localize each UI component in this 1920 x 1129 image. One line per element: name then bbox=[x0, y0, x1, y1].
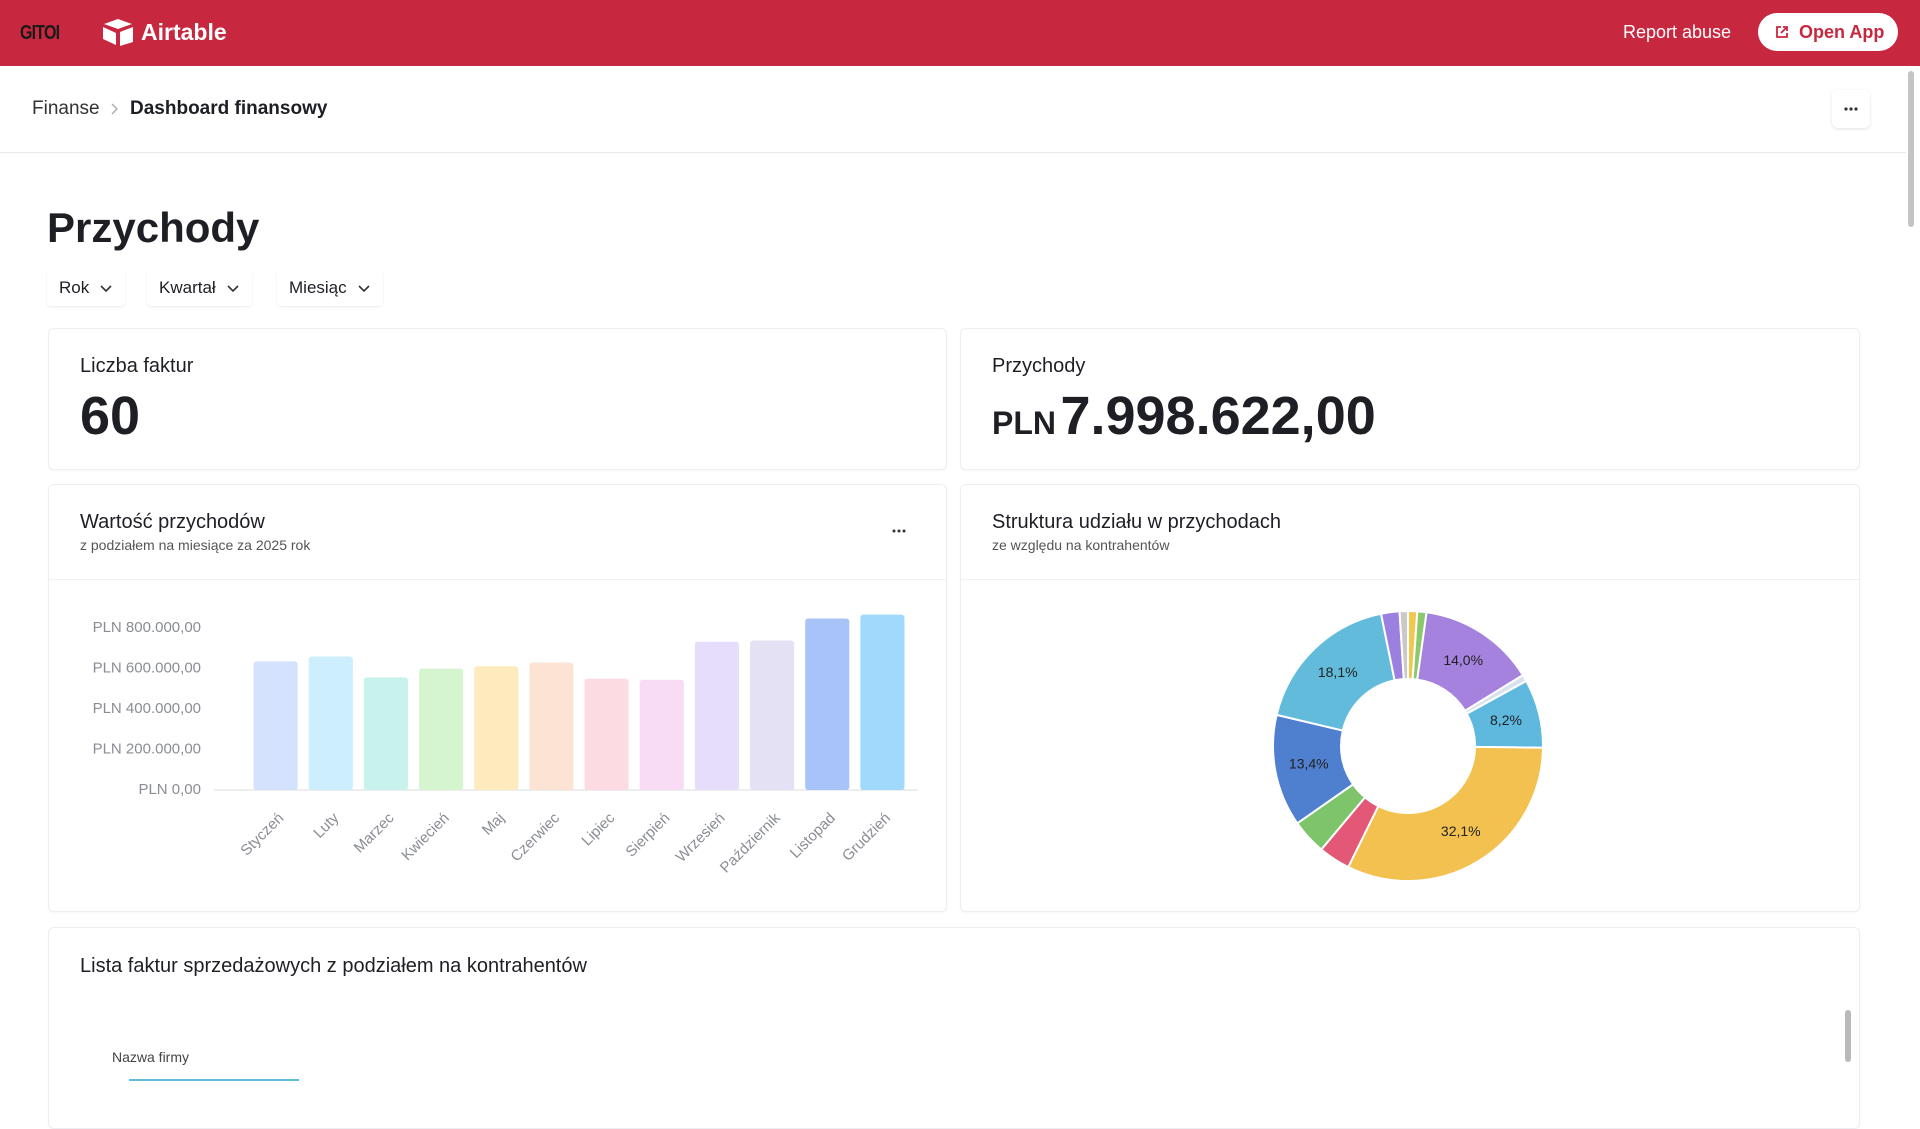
chart-subtitle: ze względu na kontrahentów bbox=[992, 537, 1170, 553]
chart-subtitle: z podziałem na miesiące za 2025 rok bbox=[80, 537, 311, 553]
open-app-label: Open App bbox=[1799, 22, 1885, 42]
kpi-value-row: PLN 7.998.622,00 bbox=[992, 385, 1376, 447]
filter[interactable]: Kwartał bbox=[147, 270, 252, 306]
kpi-value: 7.998.622,00 bbox=[1060, 386, 1376, 446]
airtable-logo bbox=[103, 19, 133, 46]
report-abuse[interactable]: Report abuse bbox=[1623, 22, 1732, 42]
column-underline bbox=[129, 1079, 299, 1081]
kpi-value: 60 bbox=[80, 386, 141, 446]
kpi-label: Przychody bbox=[992, 355, 1086, 377]
chart-card: Struktura udziału w przychodach ze wzglę… bbox=[960, 484, 1860, 912]
filter[interactable]: Rok bbox=[47, 270, 125, 306]
inner-scrollbar[interactable] bbox=[1845, 1010, 1851, 1062]
divider bbox=[0, 152, 1906, 153]
breadcrumb-chevron bbox=[111, 103, 118, 115]
chart-title: Struktura udziału w przychodach bbox=[992, 511, 1282, 533]
brand: GITOI bbox=[20, 22, 60, 44]
kpi-card: Liczba faktur 60 bbox=[48, 328, 947, 470]
chart-menu[interactable] bbox=[885, 521, 915, 541]
more-button[interactable] bbox=[1832, 90, 1870, 128]
app-name: Airtable bbox=[141, 19, 227, 45]
external-icon bbox=[1776, 26, 1788, 38]
column-header: Nazwa firmy bbox=[112, 1049, 190, 1065]
divider bbox=[961, 579, 1859, 580]
breadcrumb-current: Dashboard finansowy bbox=[130, 98, 328, 119]
open-app-button[interactable]: Open App bbox=[1758, 13, 1898, 51]
breadcrumb-item[interactable]: Finanse bbox=[32, 98, 100, 119]
filter[interactable]: Miesiąc bbox=[277, 270, 383, 306]
kpi-label: Liczba faktur bbox=[80, 355, 194, 377]
scrollbar[interactable] bbox=[1908, 71, 1914, 227]
list-title: Lista faktur sprzedażowych z podziałem n… bbox=[80, 955, 587, 977]
kpi-card: Przychody PLN 7.998.622,00 bbox=[960, 328, 1860, 470]
top-bar: GITOI Airtable Report abuse Open App bbox=[0, 0, 1920, 66]
list-card: Lista faktur sprzedażowych z podziałem n… bbox=[48, 927, 1860, 1129]
chart-title: Wartość przychodów bbox=[80, 511, 265, 533]
chart-card: Wartość przychodów z podziałem na miesią… bbox=[48, 484, 947, 912]
divider bbox=[49, 579, 946, 580]
kpi-prefix: PLN bbox=[992, 405, 1056, 441]
page-title: Przychody bbox=[47, 204, 260, 251]
